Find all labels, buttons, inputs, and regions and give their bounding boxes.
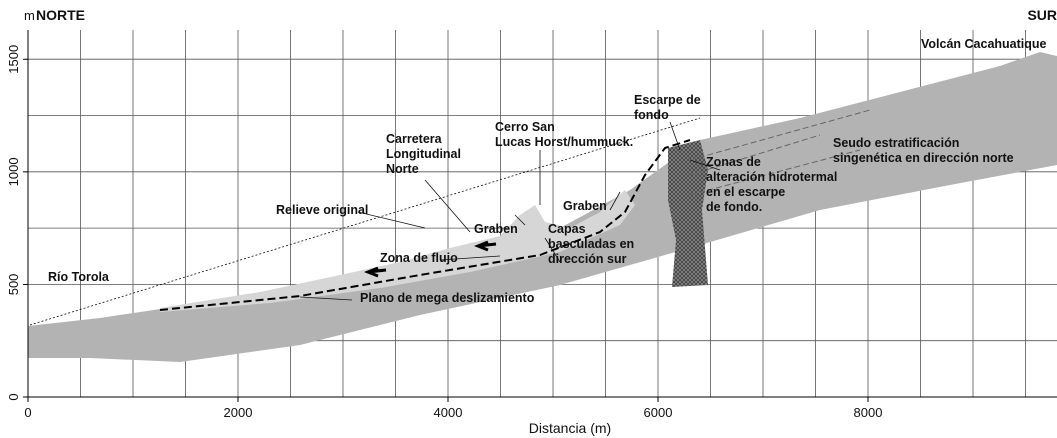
x-tick-label: 2000 bbox=[224, 405, 253, 420]
annotation: Norte bbox=[386, 162, 419, 176]
annotation: Graben bbox=[563, 199, 607, 213]
annotation: fondo bbox=[634, 108, 669, 122]
x-axis-title: Distancia (m) bbox=[529, 420, 611, 436]
annotation: dirección sur bbox=[548, 252, 627, 266]
annotation: Seudo estratificación bbox=[833, 136, 959, 150]
annotation: Relieve original bbox=[276, 203, 368, 217]
annotation: Carretera bbox=[386, 132, 443, 146]
annotation: singenética en dirección norte bbox=[833, 151, 1014, 165]
rock-body bbox=[28, 52, 1057, 362]
y-unit: m bbox=[24, 8, 35, 23]
annotation: de fondo. bbox=[706, 200, 762, 214]
annotation: basculadas en bbox=[548, 237, 634, 251]
y-tick-label: 1000 bbox=[6, 157, 21, 186]
south-label: SUR bbox=[1027, 7, 1057, 23]
annotation: Longitudinal bbox=[386, 147, 461, 161]
annotation: en el escarpe bbox=[706, 185, 785, 199]
annotation: Río Torola bbox=[48, 270, 110, 284]
annotation: Zonas de bbox=[706, 155, 761, 169]
x-tick-label: 8000 bbox=[854, 405, 883, 420]
annotation: Escarpe de bbox=[634, 93, 701, 107]
y-tick-label: 1500 bbox=[6, 45, 21, 74]
y-tick-label: 500 bbox=[6, 274, 21, 296]
annotation: Lucas Horst/hummuck. bbox=[495, 135, 633, 149]
y-tick-label: 0 bbox=[6, 393, 21, 400]
annotation: Capas bbox=[548, 222, 586, 236]
cross-section: 0 2000 4000 6000 8000 0 500 1000 1500 m NORTE SU… bbox=[0, 0, 1057, 438]
x-tick-label: 4000 bbox=[434, 405, 463, 420]
hydrothermal-zone bbox=[668, 140, 708, 287]
x-tick-label: 6000 bbox=[644, 405, 673, 420]
annotation: Graben bbox=[474, 222, 518, 236]
annotation: Cerro San bbox=[495, 120, 555, 134]
north-label: NORTE bbox=[36, 7, 85, 23]
annotation: Volcán Cacahuatique bbox=[921, 37, 1047, 51]
annotation: alteración hidrotermal bbox=[706, 170, 837, 184]
annotation: Plano de mega deslizamiento bbox=[360, 291, 535, 305]
x-tick-label: 0 bbox=[24, 405, 31, 420]
annotation: Zona de flujo bbox=[380, 251, 458, 265]
ticks: 0 2000 4000 6000 8000 0 500 1000 1500 bbox=[6, 45, 882, 420]
